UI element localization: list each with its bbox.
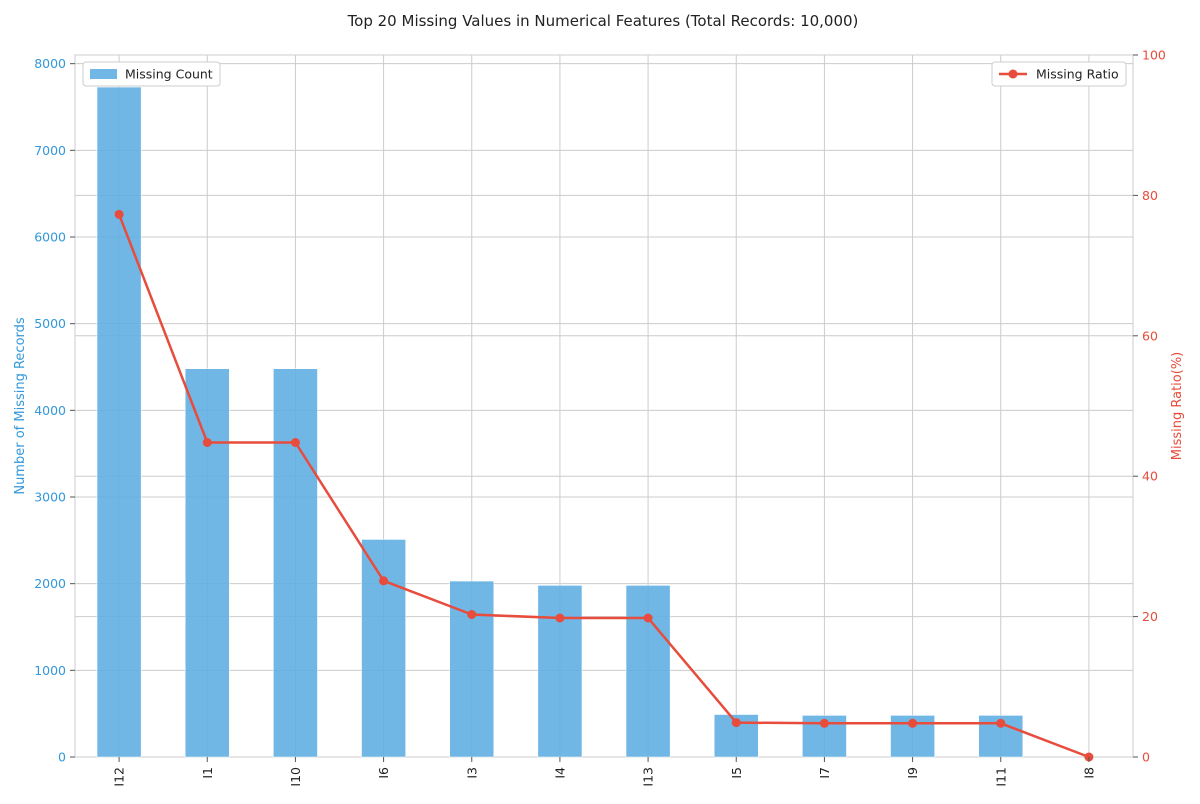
x-tick-I5: I5: [729, 767, 744, 779]
bar-I6: [361, 539, 406, 758]
bar-I10: [273, 368, 318, 758]
y-tick-left-3: 3000: [34, 490, 66, 505]
axes: 0 1000 2000 3000 4000 5000 6000 7000 8000 0 20 40 60…: [34, 48, 1166, 787]
ratio-point-I13: [643, 613, 653, 623]
y-tick-left-1: 1000: [34, 663, 66, 678]
ratio-point-I4: [555, 613, 565, 623]
legend-bar-swatch: [90, 69, 117, 79]
chart-title: Top 20 Missing Values in Numerical Featu…: [347, 12, 859, 30]
ratio-point-I5: [731, 718, 741, 728]
legend-line-label: Missing Ratio: [1036, 67, 1119, 82]
ratio-line-path: [117, 213, 1090, 759]
ratio-line: [114, 209, 1094, 762]
x-tick-I10: I10: [288, 767, 303, 787]
legend-line-box: [991, 61, 1127, 87]
legend-bar-box: [82, 61, 221, 87]
y-axis-label-left: Number of Missing Records: [13, 317, 28, 495]
y-tick-right-2: 40: [1142, 469, 1158, 484]
bar-I4: [537, 585, 583, 758]
y-tick-right-0: 0: [1142, 750, 1150, 765]
ratio-point-I6: [379, 576, 389, 586]
ratio-point-I3: [467, 609, 477, 619]
y-axis-label-right: Missing Ratio(%): [1170, 352, 1185, 460]
ratio-point-I12: [114, 209, 124, 219]
legend-line-marker: [1008, 69, 1018, 79]
x-tick-I8: I8: [1081, 767, 1096, 779]
y-tick-right-4: 80: [1142, 188, 1158, 203]
x-tick-I1: I1: [200, 767, 215, 779]
ratio-point-I9: [908, 718, 918, 728]
legend-bar-label: Missing Count: [125, 67, 213, 82]
x-tick-I13: I13: [641, 767, 656, 787]
plot-frame: [74, 54, 1134, 758]
y-tick-left-8: 8000: [34, 56, 66, 71]
x-tick-I9: I9: [905, 767, 920, 779]
bar-I1: [184, 368, 230, 758]
x-tick-I11: I11: [993, 767, 1008, 787]
y-tick-left-2: 2000: [34, 576, 66, 591]
y-tick-left-4: 4000: [34, 403, 66, 418]
y-tick-left-5: 5000: [34, 316, 66, 331]
bar-I12: [96, 86, 142, 758]
legend-missing-count: Missing Count: [82, 61, 221, 87]
y-tick-left-7: 7000: [34, 143, 66, 158]
legend-missing-ratio: Missing Ratio: [991, 61, 1127, 87]
x-tick-I4: I4: [552, 767, 567, 779]
y-tick-left-6: 6000: [34, 230, 66, 245]
bars: [96, 86, 1024, 758]
ratio-point-I10: [290, 438, 300, 448]
y-tick-right-1: 20: [1142, 609, 1158, 624]
x-tick-I7: I7: [817, 767, 832, 779]
ratio-point-I7: [819, 718, 829, 728]
ratio-point-I1: [202, 438, 212, 448]
x-tick-I3: I3: [464, 767, 479, 779]
x-tick-I6: I6: [376, 767, 391, 779]
y-tick-left-0: 0: [58, 750, 66, 765]
bar-I13: [625, 585, 671, 758]
ratio-point-I11: [996, 718, 1006, 728]
y-tick-right-5: 100: [1142, 48, 1166, 63]
y-tick-right-3: 60: [1142, 328, 1158, 343]
grid: [74, 54, 1134, 758]
x-tick-I12: I12: [112, 767, 127, 787]
